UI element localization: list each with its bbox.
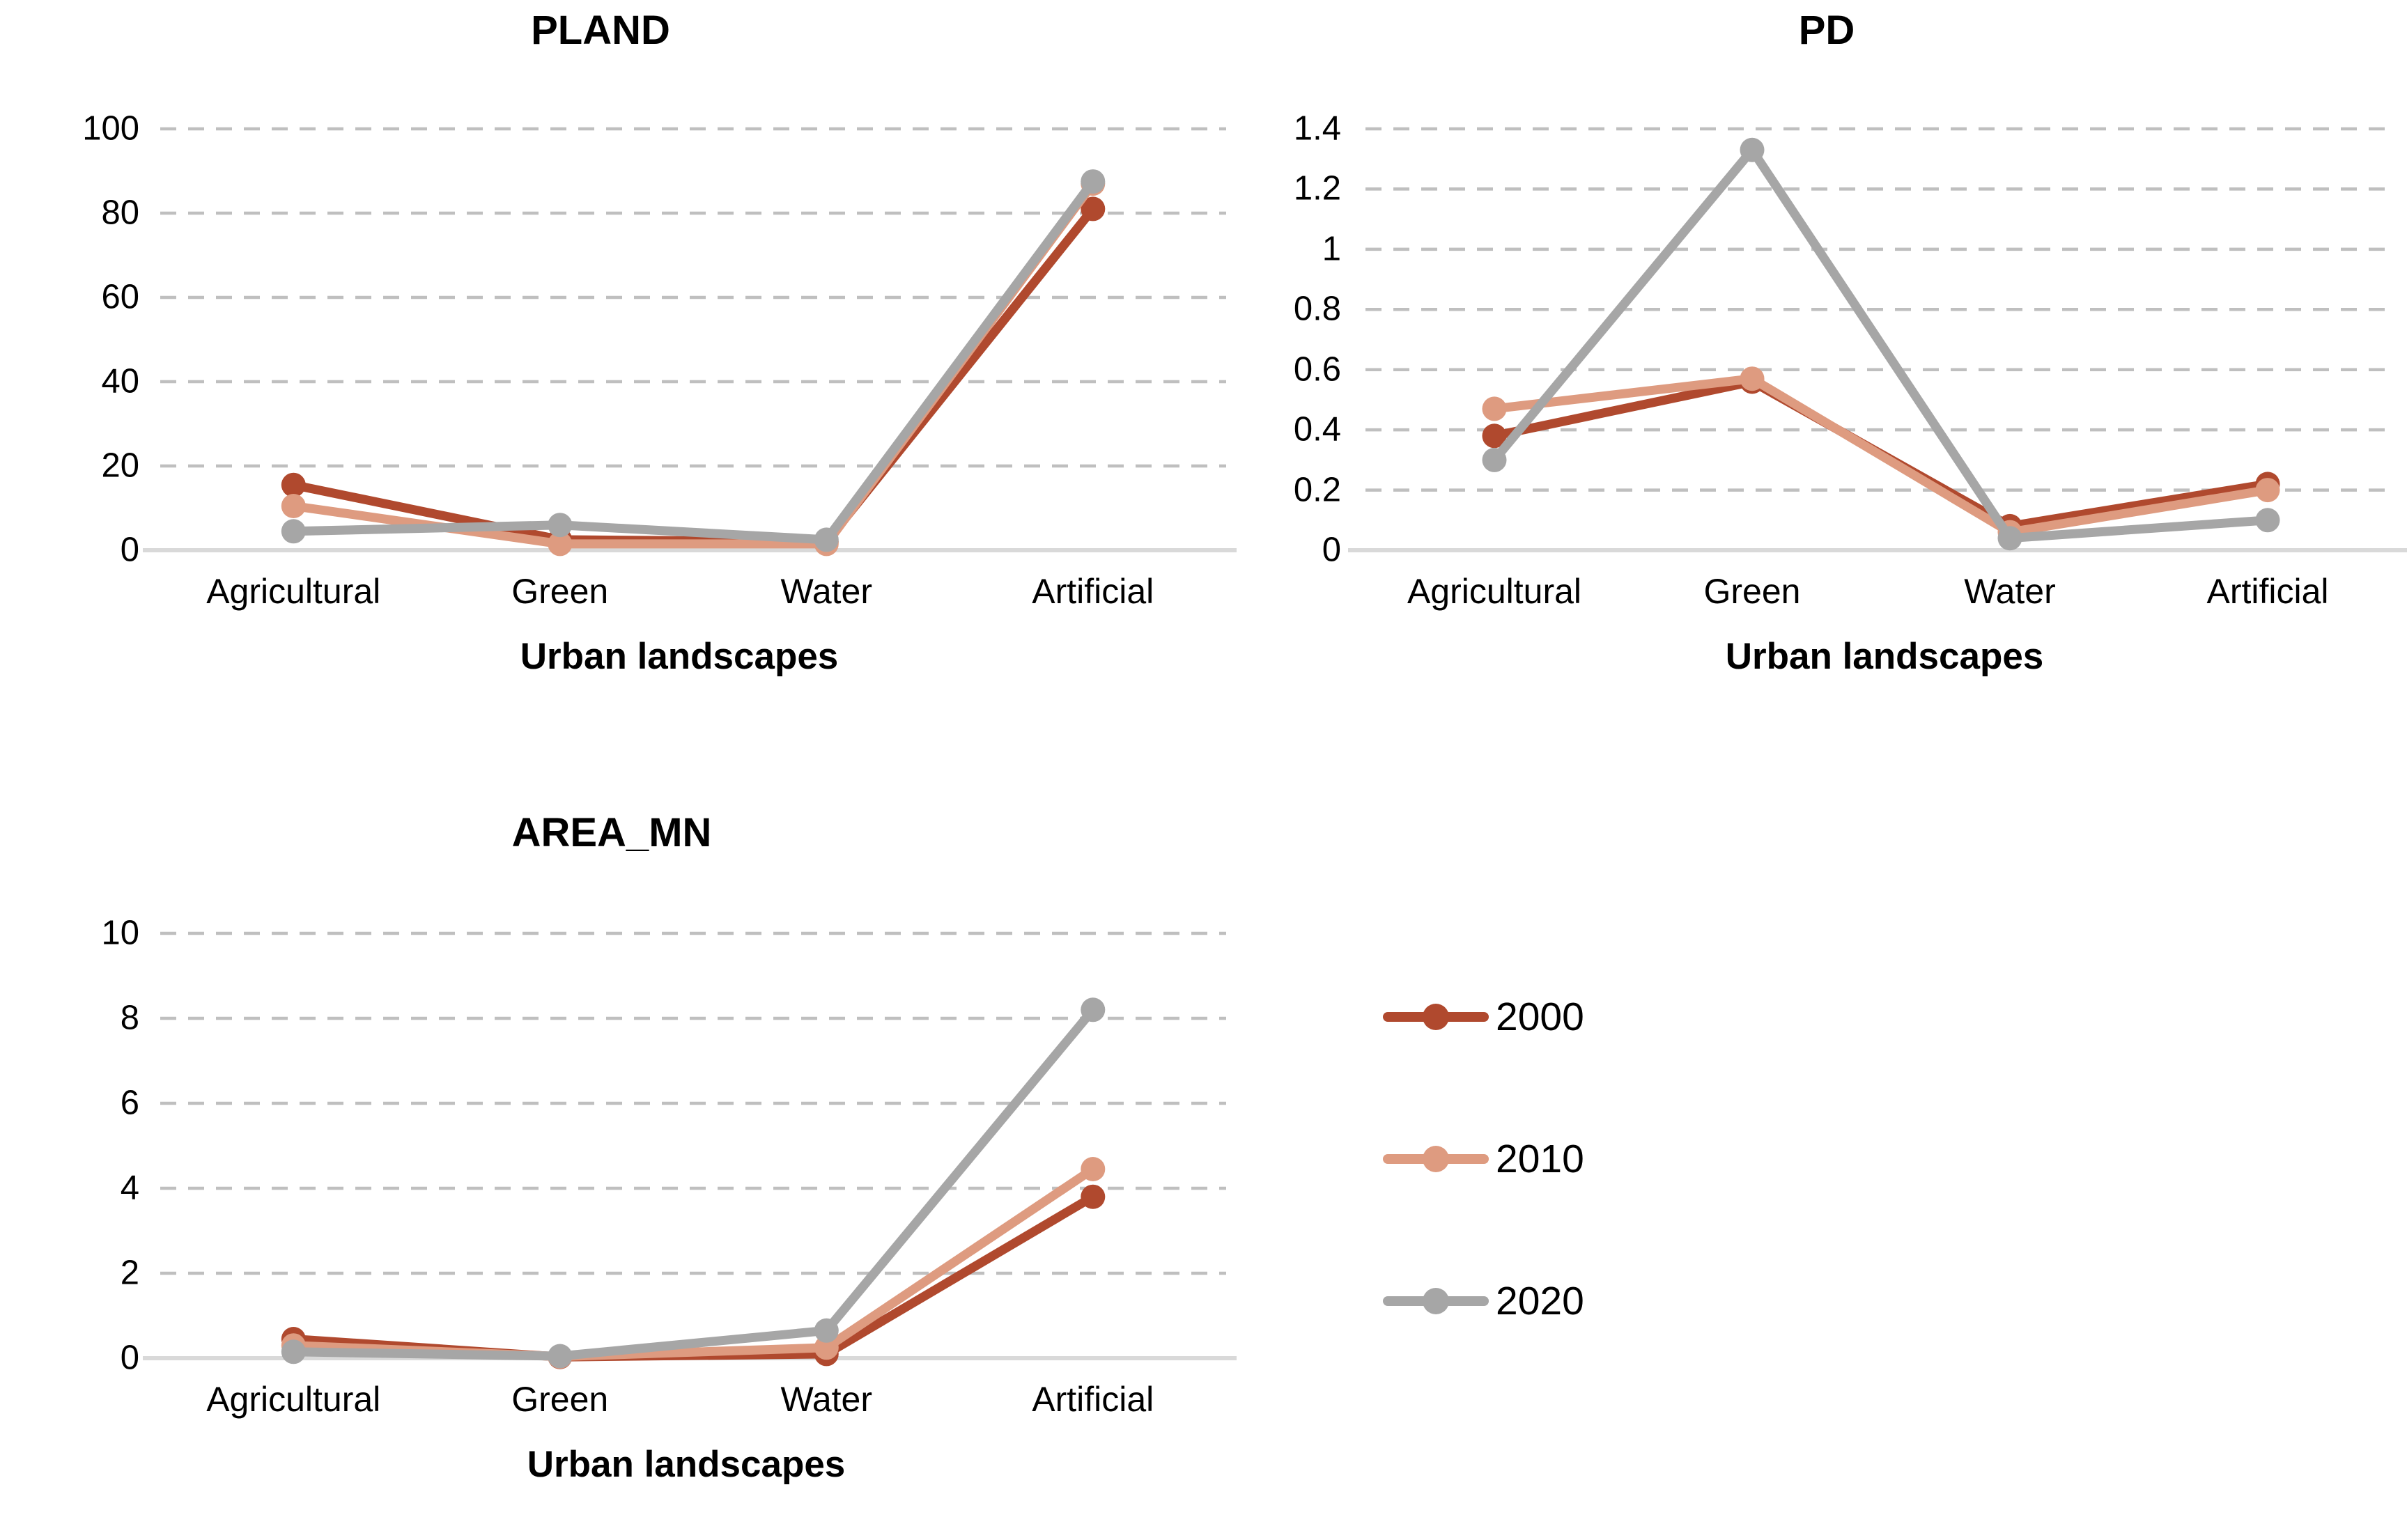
legend-item-2000: 2000 [1383, 996, 1584, 1038]
x-category-label-agricultural: Agricultural [206, 1380, 381, 1419]
y-tick-label-pland: 100 [82, 109, 139, 148]
data-point-2020-agricultural [1482, 447, 1507, 472]
y-tick-label-area_mn: 2 [120, 1254, 139, 1292]
series-line-2000 [288, 1192, 1098, 1362]
legend-label-2020: 2020 [1496, 1278, 1584, 1323]
data-point-2000-artificial [1081, 196, 1106, 221]
data-point-2020-green [1740, 137, 1765, 162]
y-tick-label-pd: 0.2 [1293, 471, 1341, 509]
data-point-2000-agricultural [281, 472, 306, 497]
y-tick-label-area_mn: 0 [120, 1339, 139, 1377]
x-axis-title-pland: Urban landscapes [520, 636, 839, 677]
x-category-label-agricultural: Agricultural [206, 572, 381, 611]
y-tick-label-pland: 40 [101, 362, 139, 400]
data-point-2010-agricultural [281, 494, 306, 518]
chart-pd [1348, 127, 2407, 552]
y-tick-label-area_mn: 4 [120, 1169, 139, 1207]
y-tick-label-pd: 1.4 [1293, 109, 1341, 148]
x-category-label-agricultural: Agricultural [1407, 572, 1582, 611]
data-point-2010-green [1740, 366, 1765, 391]
y-tick-label-pd: 0 [1322, 531, 1341, 569]
chart-area_mn [143, 931, 1237, 1369]
x-category-label-green: Green [1703, 572, 1801, 611]
x-category-label-artificial: Artificial [2206, 572, 2329, 611]
chart-pland [143, 127, 1237, 557]
x-axis-title-area-mn: Urban landscapes [527, 1444, 846, 1485]
legend-marker-2010 [1383, 1138, 1489, 1180]
y-tick-label-pland: 80 [101, 194, 139, 232]
data-point-2010-green [548, 531, 573, 557]
series-line-2020 [288, 1005, 1098, 1361]
x-category-label-green: Green [511, 572, 609, 611]
data-point-2010-agricultural [1482, 396, 1507, 421]
data-point-2020-water [1997, 526, 2022, 551]
legend-item-2020: 2020 [1383, 1280, 1584, 1322]
chart-title-area-mn: AREA_MN [511, 810, 712, 855]
data-point-2020-green [548, 513, 573, 538]
y-tick-label-pland: 60 [101, 278, 139, 316]
data-point-2010-artificial [2255, 478, 2280, 503]
data-point-2020-artificial [2255, 508, 2280, 533]
data-point-2020-artificial [1081, 169, 1106, 194]
data-point-2020-water [814, 1318, 839, 1343]
y-tick-label-area_mn: 10 [101, 914, 139, 952]
x-category-label-water: Water [780, 572, 873, 611]
y-tick-label-pland: 20 [101, 446, 139, 485]
y-tick-label-pd: 0.8 [1293, 290, 1341, 328]
data-point-2020-water [814, 527, 839, 552]
y-tick-label-area_mn: 6 [120, 1084, 139, 1122]
x-category-label-water: Water [780, 1380, 873, 1419]
series-line-2000 [288, 204, 1098, 547]
y-tick-label-pd: 0.6 [1293, 350, 1341, 389]
x-axis-title-pd: Urban landscapes [1725, 636, 2044, 677]
chart-title-pland: PLAND [531, 8, 670, 53]
x-category-label-water: Water [1964, 572, 2056, 611]
chart-title-pd: PD [1798, 8, 1855, 53]
series-line-2020 [288, 177, 1098, 545]
data-point-2010-artificial [1081, 1157, 1106, 1181]
y-tick-label-pd: 0.4 [1293, 410, 1341, 449]
data-point-2010-water [814, 1335, 839, 1360]
legend-label-2000: 2000 [1496, 994, 1584, 1039]
x-category-label-artificial: Artificial [1032, 572, 1154, 611]
data-point-2000-agricultural [1482, 423, 1507, 449]
y-tick-label-pd: 1.2 [1293, 169, 1341, 208]
series-line-2020 [1489, 145, 2273, 543]
y-tick-label-area_mn: 8 [120, 999, 139, 1037]
y-tick-label-pd: 1 [1322, 230, 1341, 268]
data-point-2020-agricultural [281, 519, 306, 544]
legend-item-2010: 2010 [1383, 1138, 1584, 1180]
data-point-2020-artificial [1081, 997, 1106, 1022]
legend-marker-2000 [1383, 996, 1489, 1038]
x-category-label-artificial: Artificial [1032, 1380, 1154, 1419]
x-category-label-green: Green [511, 1380, 609, 1419]
data-point-2020-agricultural [281, 1339, 306, 1364]
y-tick-label-pland: 0 [120, 531, 139, 569]
series-line-2010 [1489, 374, 2273, 537]
data-point-2020-green [548, 1344, 573, 1369]
legend-marker-2020 [1383, 1280, 1489, 1322]
legend-label-2010: 2010 [1496, 1136, 1584, 1181]
data-point-2000-artificial [1081, 1184, 1106, 1209]
